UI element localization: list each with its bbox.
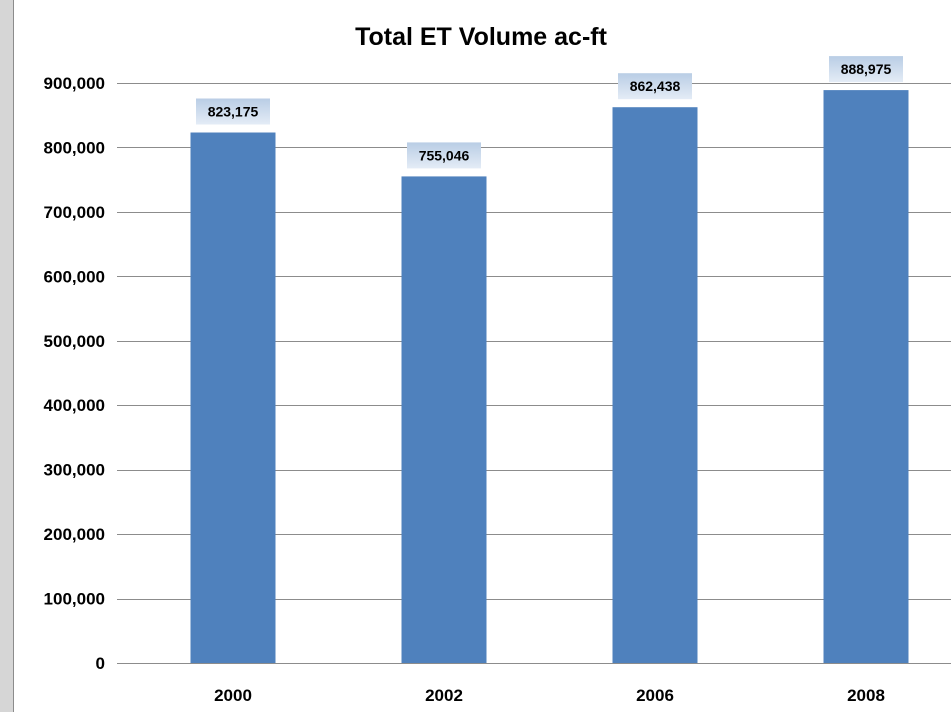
y-tick-label: 400,000: [44, 396, 105, 415]
y-tick-label: 100,000: [44, 590, 105, 609]
y-axis-tick-labels: 0 100,000 200,000 300,000 400,000 500,000 600,…: [44, 74, 105, 673]
bar-2000: [190, 132, 276, 663]
y-tick-label: 600,000: [44, 267, 105, 286]
data-label-box: [829, 56, 903, 83]
y-tick-label: 0: [96, 654, 105, 673]
y-tick-label: 500,000: [44, 332, 105, 351]
data-label: 823,175: [208, 104, 259, 120]
data-labels: 823,175 755,046 862,438 888,975: [196, 56, 903, 169]
x-axis-tick-labels: 2000 2002 2006 2008: [214, 686, 885, 705]
chart-frame: Total ET Volume ac-ft 0 100,000 200,000 300…: [13, 0, 951, 712]
x-tick-label: 2002: [425, 686, 463, 705]
y-tick-label: 700,000: [44, 203, 105, 222]
x-tick-label: 2000: [214, 686, 252, 705]
y-tick-label: 200,000: [44, 525, 105, 544]
data-label: 755,046: [419, 147, 470, 163]
bar-chart: Total ET Volume ac-ft 0 100,000 200,000 300…: [44, 23, 951, 705]
x-tick-label: 2008: [847, 686, 885, 705]
data-label: 862,438: [630, 78, 681, 94]
data-label-box: [618, 73, 692, 100]
data-label: 888,975: [841, 61, 892, 77]
x-tick-label: 2006: [636, 686, 674, 705]
y-tick-label: 800,000: [44, 138, 105, 157]
bar-2008: [823, 90, 909, 664]
bar-2006: [612, 107, 698, 664]
y-tick-label: 900,000: [44, 74, 105, 93]
chart-title: Total ET Volume ac-ft: [355, 23, 608, 51]
bar-2002: [401, 176, 487, 663]
data-label-box: [196, 98, 270, 125]
bars: [190, 90, 909, 664]
data-label-box: [407, 142, 481, 169]
y-tick-label: 300,000: [44, 461, 105, 480]
